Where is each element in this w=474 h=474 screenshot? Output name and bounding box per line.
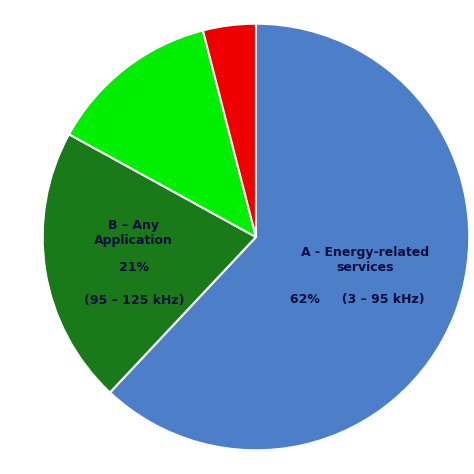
Text: (95 – 125 kHz): (95 – 125 kHz) <box>83 294 184 307</box>
Text: 62%     (3 – 95 kHz): 62% (3 – 95 kHz) <box>290 292 424 306</box>
Wedge shape <box>43 134 256 392</box>
Text: A - Energy-related
services: A - Energy-related services <box>301 246 429 273</box>
Wedge shape <box>69 30 256 237</box>
Text: 21%: 21% <box>119 261 149 274</box>
Wedge shape <box>203 24 256 237</box>
Text: B – Any
Application: B – Any Application <box>94 219 173 246</box>
Wedge shape <box>110 24 469 450</box>
